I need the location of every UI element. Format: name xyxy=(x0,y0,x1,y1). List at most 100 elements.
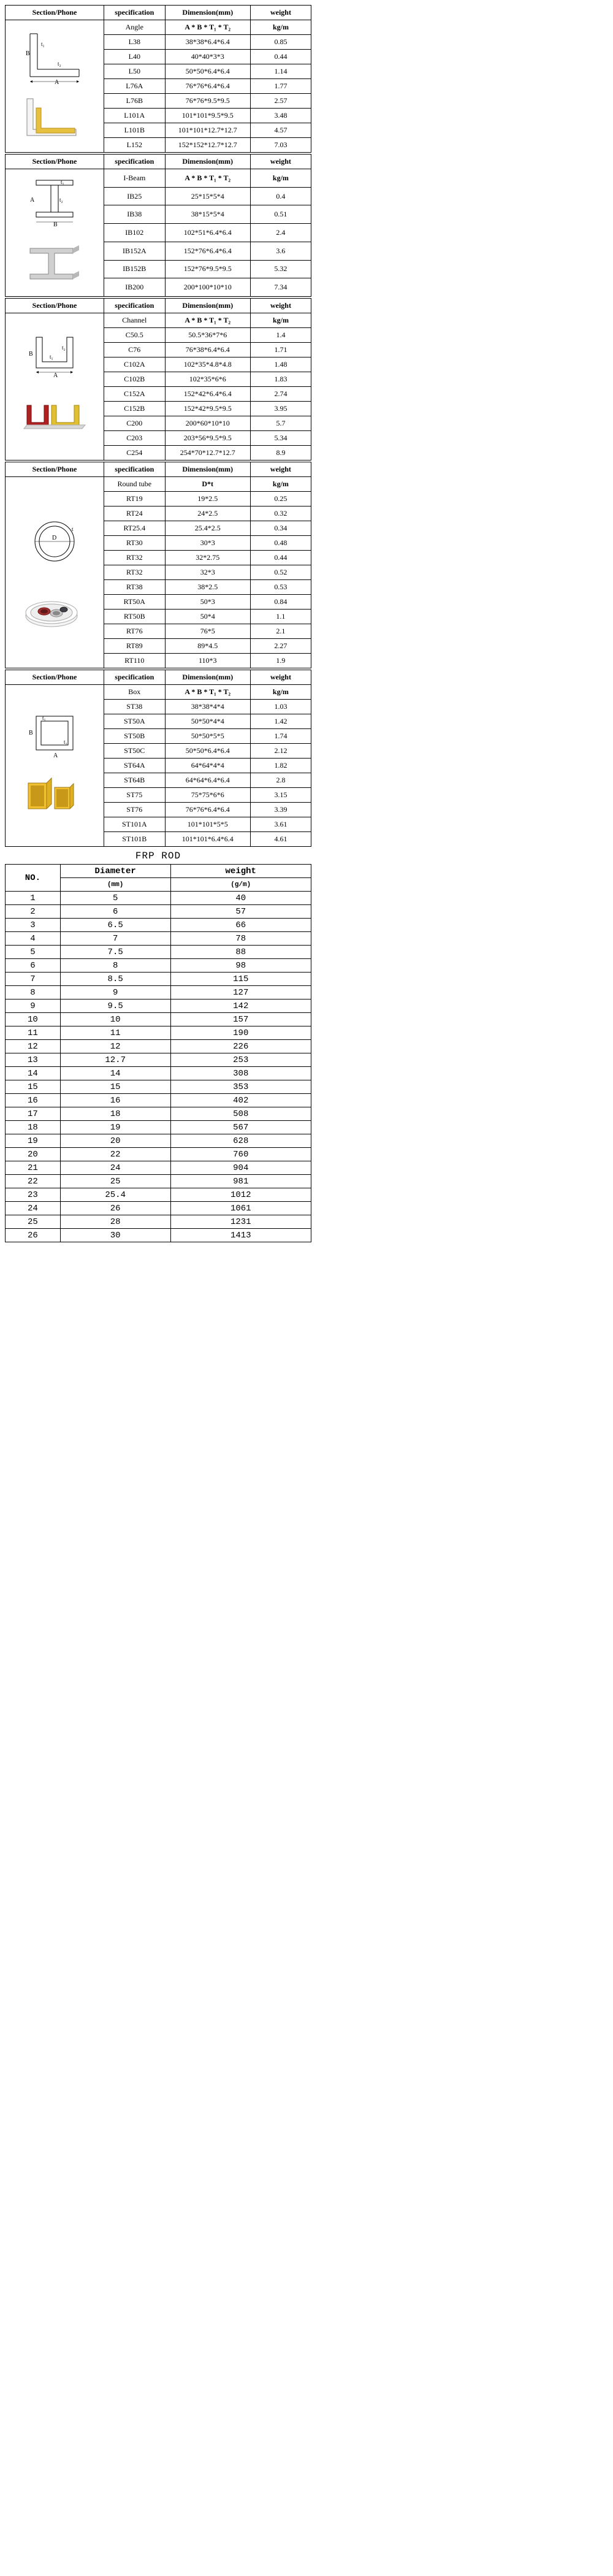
dim-value: 38*2.5 xyxy=(165,580,250,595)
wt-value: 2.27 xyxy=(250,639,311,654)
wt-value: 2.8 xyxy=(250,773,311,788)
rod-weight: 1413 xyxy=(170,1229,311,1242)
table-row: 1616402 xyxy=(6,1094,311,1107)
spec-value: RT24 xyxy=(104,506,166,521)
spec-value: RT50B xyxy=(104,610,166,624)
wt-value: 2.12 xyxy=(250,744,311,759)
rod-no: 10 xyxy=(6,1013,61,1026)
roundtube-product-icon xyxy=(12,576,97,631)
rod-no: 22 xyxy=(6,1175,61,1188)
box-product-icon xyxy=(12,769,97,824)
rod-diameter: 5 xyxy=(60,892,170,905)
angle-spec-table: Section/PhonespecificationDimension(mm)w… xyxy=(5,5,311,153)
dim-value: 64*64*6.4*6.4 xyxy=(165,773,250,788)
dim-value: 50*50*6.4*6.4 xyxy=(165,64,250,79)
rod-no: 1 xyxy=(6,892,61,905)
box-dim-format: A * B * T₁ * T₂ xyxy=(165,685,250,700)
rod-no: 15 xyxy=(6,1080,61,1094)
rod-header-weight-unit: (g/m) xyxy=(170,878,311,892)
wt-value: 4.57 xyxy=(250,123,311,138)
rod-header-weight: weight xyxy=(170,865,311,878)
angle-product-icon xyxy=(12,90,97,145)
ibeam-section-image-cell xyxy=(6,169,104,297)
wt-value: 0.52 xyxy=(250,565,311,580)
spec-value: ST64A xyxy=(104,759,166,773)
spec-value: ST101B xyxy=(104,832,166,847)
rod-weight: 78 xyxy=(170,932,311,946)
header-section: Section/Phone xyxy=(6,670,104,685)
rod-weight: 904 xyxy=(170,1161,311,1175)
dim-value: 200*100*10*10 xyxy=(165,278,250,297)
dim-value: 50*50*5*5 xyxy=(165,729,250,744)
roundtube-section-image-cell xyxy=(6,477,104,668)
rod-diameter: 6.5 xyxy=(60,919,170,932)
rod-weight: 98 xyxy=(170,959,311,973)
rod-diameter: 20 xyxy=(60,1134,170,1148)
table-row: 1718508 xyxy=(6,1107,311,1121)
rod-title: FRP ROD xyxy=(5,850,311,862)
rod-no: 4 xyxy=(6,932,61,946)
dim-value: 76*76*6.4*6.4 xyxy=(165,803,250,817)
dim-value: 25*15*5*4 xyxy=(165,187,250,205)
spec-value: C152B xyxy=(104,402,166,416)
rod-weight: 127 xyxy=(170,986,311,999)
wt-value: 0.51 xyxy=(250,205,311,224)
table-row: 78.5115 xyxy=(6,973,311,986)
spec-value: IB200 xyxy=(104,278,166,297)
box-section-image-cell xyxy=(6,685,104,847)
rod-weight: 66 xyxy=(170,919,311,932)
dim-value: 40*40*3*3 xyxy=(165,50,250,64)
dim-value: 32*2.75 xyxy=(165,551,250,565)
table-row: 36.566 xyxy=(6,919,311,932)
dim-value: 75*75*6*6 xyxy=(165,788,250,803)
dim-value: 254*70*12.7*12.7 xyxy=(165,446,250,461)
rod-no: 8 xyxy=(6,986,61,999)
rod-no: 7 xyxy=(6,973,61,986)
dim-value: 76*76*9.5*9.5 xyxy=(165,94,250,109)
wt-value: 8.9 xyxy=(250,446,311,461)
wt-value: 3.39 xyxy=(250,803,311,817)
rod-no: 2 xyxy=(6,905,61,919)
table-row: 1312.7253 xyxy=(6,1053,311,1067)
wt-value: 1.1 xyxy=(250,610,311,624)
spec-value: RT19 xyxy=(104,492,166,506)
wt-value: 4.61 xyxy=(250,832,311,847)
header-weight: weight xyxy=(250,6,311,20)
dim-value: 152*76*9.5*9.5 xyxy=(165,260,250,278)
rod-no: 23 xyxy=(6,1188,61,1202)
header-weight: weight xyxy=(250,155,311,169)
header-specification: specification xyxy=(104,6,166,20)
channel-dim-format: A * B * T₁ * T₂ xyxy=(165,313,250,328)
dim-value: 76*76*6.4*6.4 xyxy=(165,79,250,94)
rod-diameter: 10 xyxy=(60,1013,170,1026)
rod-diameter: 26 xyxy=(60,1202,170,1215)
table-row: 4778 xyxy=(6,932,311,946)
rod-diameter: 16 xyxy=(60,1094,170,1107)
table-row: 99.5142 xyxy=(6,999,311,1013)
header-section: Section/Phone xyxy=(6,462,104,477)
ibeam-spec-table: Section/PhonespecificationDimension(mm)w… xyxy=(5,154,311,297)
rod-no: 14 xyxy=(6,1067,61,1080)
spec-value: ST64B xyxy=(104,773,166,788)
spec-value: RT32 xyxy=(104,551,166,565)
header-dimension: Dimension(mm) xyxy=(165,462,250,477)
table-row: 1540 xyxy=(6,892,311,905)
rod-weight: 88 xyxy=(170,946,311,959)
wt-value: 1.48 xyxy=(250,357,311,372)
table-row: 1111190 xyxy=(6,1026,311,1040)
dim-value: 38*38*4*4 xyxy=(165,700,250,714)
spec-value: C254 xyxy=(104,446,166,461)
dim-value: 50.5*36*7*6 xyxy=(165,328,250,343)
dim-value: 102*35*6*6 xyxy=(165,372,250,387)
dim-value: 152*42*6.4*6.4 xyxy=(165,387,250,402)
spec-value: ST50A xyxy=(104,714,166,729)
rod-weight: 142 xyxy=(170,999,311,1013)
spec-value: L76B xyxy=(104,94,166,109)
header-specification: specification xyxy=(104,299,166,313)
wt-value: 0.44 xyxy=(250,50,311,64)
spec-value: C102B xyxy=(104,372,166,387)
rod-diameter: 25.4 xyxy=(60,1188,170,1202)
rod-diameter: 6 xyxy=(60,905,170,919)
wt-value: 0.48 xyxy=(250,536,311,551)
roundtube-wt-unit: kg/m xyxy=(250,477,311,492)
